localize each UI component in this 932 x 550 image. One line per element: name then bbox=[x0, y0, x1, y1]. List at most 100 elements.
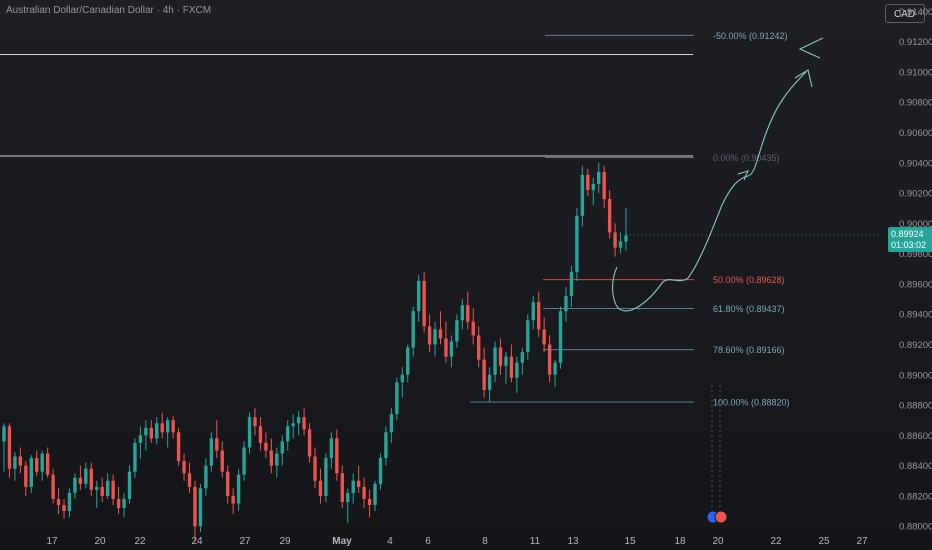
candle-body bbox=[138, 435, 143, 443]
candle-body bbox=[51, 474, 55, 499]
candle-body bbox=[389, 414, 394, 433]
projection-drawing[interactable] bbox=[612, 37, 824, 312]
candle-body bbox=[280, 441, 284, 454]
candle-body bbox=[384, 432, 388, 459]
candle-body bbox=[56, 498, 61, 506]
candle-body bbox=[515, 362, 519, 378]
current-price-tag: 0.89924 01:03:02 bbox=[888, 227, 932, 252]
candle-body bbox=[13, 456, 17, 469]
x-tick-label: 18 bbox=[674, 536, 686, 547]
candle-body bbox=[84, 468, 88, 484]
candle-body bbox=[307, 429, 312, 457]
candle-body bbox=[176, 432, 181, 462]
candle-body bbox=[24, 465, 28, 487]
candle-body bbox=[286, 426, 290, 442]
arrow-head-upper bbox=[794, 69, 813, 88]
x-tick-label: 22 bbox=[134, 536, 146, 547]
candle-body bbox=[220, 450, 224, 472]
candle-body bbox=[537, 302, 541, 330]
candle-body bbox=[155, 423, 159, 439]
candle-body bbox=[351, 480, 355, 493]
x-tick-label: 27 bbox=[239, 536, 251, 547]
fib-level-label: 61.80% (0.89437) bbox=[713, 304, 785, 314]
y-tick-label: 0.90800 bbox=[899, 98, 932, 109]
candle-body bbox=[531, 302, 535, 321]
y-tick-label: 0.88800 bbox=[899, 401, 932, 412]
candle-body bbox=[558, 311, 563, 363]
y-tick-label: 0.90200 bbox=[899, 189, 932, 200]
x-tick-label: 25 bbox=[818, 536, 830, 547]
candle-body bbox=[7, 426, 12, 469]
candle-body bbox=[35, 458, 39, 472]
x-tick-label: 8 bbox=[482, 536, 488, 547]
candle-body bbox=[346, 492, 350, 502]
currency-button[interactable]: CAD bbox=[885, 4, 925, 23]
y-tick-label: 0.90400 bbox=[899, 158, 932, 169]
candle-body bbox=[335, 438, 339, 474]
event-icon[interactable] bbox=[714, 510, 728, 524]
x-tick-label: 6 bbox=[425, 536, 431, 547]
candle-body bbox=[324, 458, 328, 496]
candles bbox=[2, 162, 882, 542]
x-tick-label: May bbox=[332, 536, 352, 547]
chart-title: Australian Dollar/Canadian Dollar · 4h ·… bbox=[6, 5, 212, 16]
x-tick-label: 17 bbox=[46, 536, 58, 547]
y-tick-label: 0.89600 bbox=[899, 279, 932, 290]
current-price: 0.89924 bbox=[891, 229, 924, 239]
time-axis[interactable]: 17 20 22 24 27 29 May 4 6 8 11 13 15 18 20 22 25 27 bbox=[46, 536, 868, 547]
horizontal-levels[interactable] bbox=[0, 54, 693, 157]
x-tick-label: 11 bbox=[530, 536, 541, 547]
candle-body bbox=[111, 480, 115, 499]
candle-body bbox=[466, 305, 470, 322]
candle-body bbox=[362, 486, 366, 499]
candle-body bbox=[209, 438, 214, 466]
candle-body bbox=[226, 471, 230, 496]
candle-body bbox=[258, 426, 263, 443]
projection-path bbox=[612, 71, 807, 312]
x-tick-label: 20 bbox=[94, 536, 106, 547]
candle-body bbox=[493, 347, 497, 375]
candle-body bbox=[302, 417, 306, 430]
candle-body bbox=[40, 453, 44, 472]
fib-level-label: -50.00% (0.91242) bbox=[713, 31, 788, 41]
candle-body bbox=[89, 468, 93, 490]
y-tick-label: 0.89000 bbox=[899, 370, 932, 381]
fibonacci-retracement[interactable]: -50.00% (0.91242) 0.00% (0.90435) 50.00% (… bbox=[470, 31, 790, 408]
fib-level-label: 100.00% (0.88820) bbox=[713, 398, 790, 408]
candle-body bbox=[618, 241, 623, 248]
candle-body bbox=[318, 480, 323, 496]
candle-body bbox=[367, 498, 372, 506]
candle-body bbox=[340, 473, 344, 502]
candle-body bbox=[187, 473, 192, 487]
candle-body bbox=[313, 456, 317, 481]
candle-body bbox=[127, 471, 132, 499]
candle-body bbox=[242, 447, 246, 475]
candle-body bbox=[509, 356, 514, 378]
arrow-head-small bbox=[737, 170, 749, 181]
y-tick-label: 0.88600 bbox=[899, 431, 932, 442]
candle-body bbox=[378, 458, 383, 484]
candle-body bbox=[597, 171, 601, 184]
candle-body bbox=[433, 329, 437, 345]
candle-body bbox=[198, 488, 203, 527]
y-tick-label: 0.88400 bbox=[899, 461, 932, 472]
y-tick-label: 0.91400 bbox=[899, 7, 932, 18]
candle-body bbox=[45, 453, 50, 475]
candle-body bbox=[498, 347, 503, 366]
candle-body bbox=[526, 320, 530, 353]
candle-body bbox=[356, 480, 361, 487]
candle-body bbox=[422, 280, 426, 327]
x-tick-label: 20 bbox=[712, 536, 724, 547]
bar-countdown: 01:03:02 bbox=[891, 240, 927, 250]
candle-body bbox=[165, 420, 170, 433]
candle-body bbox=[504, 356, 508, 366]
candle-body bbox=[182, 461, 186, 474]
candle-body bbox=[204, 465, 208, 489]
price-axis[interactable]: 0.91400 0.91200 0.91000 0.90800 0.90600 0.904… bbox=[899, 7, 932, 533]
candle-body bbox=[586, 174, 590, 191]
candle-body bbox=[29, 458, 33, 487]
candle-body bbox=[553, 362, 557, 375]
candle-body bbox=[264, 442, 268, 451]
candle-body bbox=[122, 498, 126, 509]
